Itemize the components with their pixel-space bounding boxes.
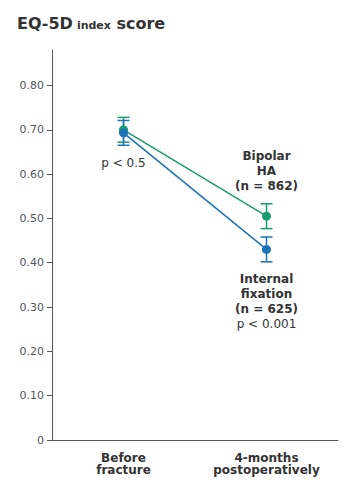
svg-text:4-months: 4-months — [234, 451, 299, 465]
svg-text:Before: Before — [101, 451, 146, 465]
svg-text:fixation: fixation — [241, 287, 292, 301]
svg-text:Internal: Internal — [240, 272, 294, 286]
svg-text:0.40: 0.40 — [20, 256, 45, 269]
svg-text:p < 0.001: p < 0.001 — [237, 317, 297, 331]
svg-text:HA: HA — [257, 164, 277, 178]
svg-text:0.20: 0.20 — [20, 345, 45, 358]
svg-text:postoperatively: postoperatively — [213, 463, 320, 477]
svg-text:0.50: 0.50 — [20, 212, 45, 225]
svg-text:0.70: 0.70 — [20, 123, 45, 136]
svg-text:0.30: 0.30 — [20, 301, 45, 314]
svg-text:0.60: 0.60 — [20, 168, 45, 181]
svg-text:p < 0.5: p < 0.5 — [101, 156, 145, 170]
svg-text:(n = 625): (n = 625) — [235, 302, 298, 316]
svg-text:score: score — [111, 14, 165, 33]
svg-text:0.10: 0.10 — [20, 389, 45, 402]
svg-text:0.80: 0.80 — [20, 79, 45, 92]
svg-text:EQ-5D: EQ-5D — [17, 14, 73, 33]
svg-text:0: 0 — [37, 434, 44, 447]
svg-text:index: index — [77, 19, 111, 32]
svg-text:Bipolar: Bipolar — [242, 149, 290, 163]
svg-text:fracture: fracture — [96, 463, 151, 477]
svg-text:(n = 862): (n = 862) — [235, 179, 298, 193]
